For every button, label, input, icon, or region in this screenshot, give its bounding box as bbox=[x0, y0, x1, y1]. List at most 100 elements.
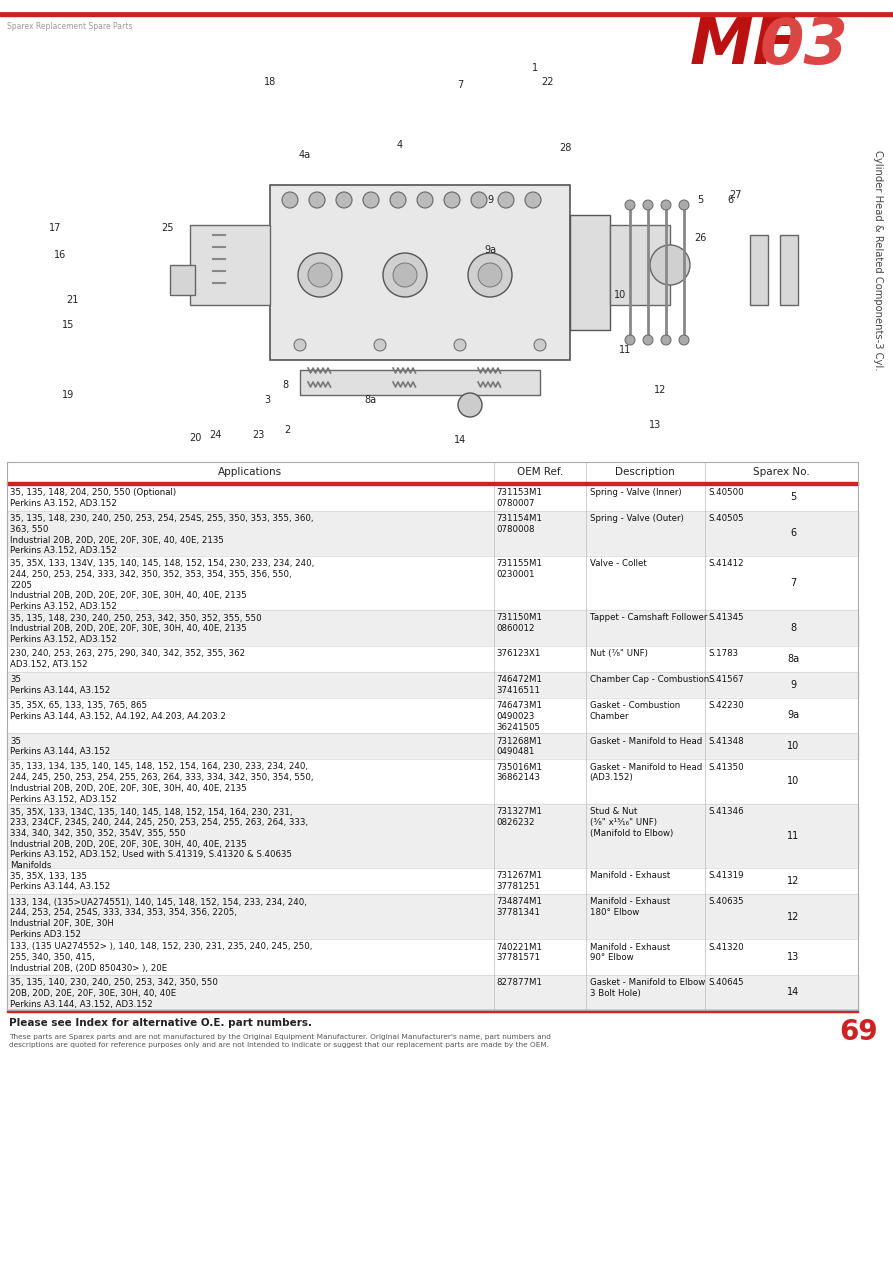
Text: 731150M1
0860012: 731150M1 0860012 bbox=[497, 614, 543, 633]
Text: 8a: 8a bbox=[788, 653, 799, 663]
Text: S.41345: S.41345 bbox=[709, 614, 745, 623]
Bar bbox=[0, 13, 893, 15]
Text: 731267M1
37781251: 731267M1 37781251 bbox=[497, 871, 543, 892]
Text: Manifold - Exhaust
180° Elbow: Manifold - Exhaust 180° Elbow bbox=[589, 898, 670, 917]
Text: 376123X1: 376123X1 bbox=[497, 649, 541, 658]
Text: S.41348: S.41348 bbox=[709, 736, 745, 745]
Text: 746473M1
0490023
36241505: 746473M1 0490023 36241505 bbox=[497, 701, 543, 731]
Text: 25: 25 bbox=[162, 224, 174, 232]
Circle shape bbox=[471, 192, 487, 208]
Text: 827877M1: 827877M1 bbox=[497, 978, 543, 986]
Text: S.41346: S.41346 bbox=[709, 807, 745, 816]
Text: S.1783: S.1783 bbox=[709, 649, 739, 658]
Text: 35
Perkins A3.144, A3.152: 35 Perkins A3.144, A3.152 bbox=[10, 736, 110, 757]
Circle shape bbox=[454, 338, 466, 351]
Bar bbox=[780, 235, 798, 304]
Bar bbox=[7, 610, 858, 645]
Text: Gasket - Manifold to Head: Gasket - Manifold to Head bbox=[589, 736, 702, 745]
Text: Spring - Valve (Outer): Spring - Valve (Outer) bbox=[589, 514, 683, 523]
Text: Manifold - Exhaust
90° Elbow: Manifold - Exhaust 90° Elbow bbox=[589, 942, 670, 962]
Bar bbox=[7, 733, 858, 759]
Text: Sparex Replacement Spare Parts: Sparex Replacement Spare Parts bbox=[7, 21, 132, 32]
Circle shape bbox=[444, 192, 460, 208]
Text: 9: 9 bbox=[790, 679, 797, 690]
Bar bbox=[7, 894, 858, 938]
Bar bbox=[7, 645, 858, 672]
Bar bbox=[190, 225, 270, 304]
Text: Gasket - Combustion
Chamber: Gasket - Combustion Chamber bbox=[589, 701, 680, 721]
Text: S.41567: S.41567 bbox=[709, 674, 745, 685]
Text: 14: 14 bbox=[788, 988, 799, 998]
Text: 10: 10 bbox=[613, 290, 626, 301]
Circle shape bbox=[650, 245, 690, 285]
Text: 20: 20 bbox=[188, 433, 201, 443]
Circle shape bbox=[661, 200, 671, 210]
Text: 7: 7 bbox=[457, 80, 463, 90]
Text: S.41320: S.41320 bbox=[709, 942, 745, 951]
Text: 35, 135, 148, 230, 240, 250, 253, 254, 254S, 255, 350, 353, 355, 360,
363, 550
I: 35, 135, 148, 230, 240, 250, 253, 254, 2… bbox=[10, 514, 313, 556]
Circle shape bbox=[625, 335, 635, 345]
Circle shape bbox=[679, 200, 689, 210]
Circle shape bbox=[282, 192, 298, 208]
Text: 17: 17 bbox=[49, 224, 62, 232]
Text: 8: 8 bbox=[790, 623, 797, 633]
Text: 735016M1
36862143: 735016M1 36862143 bbox=[497, 763, 543, 782]
Text: 24: 24 bbox=[209, 429, 221, 440]
Text: 8: 8 bbox=[282, 380, 288, 390]
Text: 133, 134, (135>UA274551), 140, 145, 148, 152, 154, 233, 234, 240,
244, 253, 254,: 133, 134, (135>UA274551), 140, 145, 148,… bbox=[10, 898, 307, 938]
Circle shape bbox=[525, 192, 541, 208]
Text: 740221M1
37781571: 740221M1 37781571 bbox=[497, 942, 543, 962]
Text: 11: 11 bbox=[619, 345, 631, 355]
Bar bbox=[7, 868, 858, 894]
Text: Cylinder Head & Related Components-3 Cyl.: Cylinder Head & Related Components-3 Cyl… bbox=[873, 150, 883, 370]
Text: Chamber Cap - Combustion: Chamber Cap - Combustion bbox=[589, 674, 709, 685]
Text: MF: MF bbox=[690, 15, 797, 77]
Text: 731268M1
0490481: 731268M1 0490481 bbox=[497, 736, 543, 757]
Text: 12: 12 bbox=[654, 385, 666, 395]
Text: Stud & Nut
(³⁄₈" x¹⁵⁄₁₆" UNF)
(Manifold to Elbow): Stud & Nut (³⁄₈" x¹⁵⁄₁₆" UNF) (Manifold … bbox=[589, 807, 673, 837]
Bar bbox=[0, 28, 840, 450]
Text: S.41319: S.41319 bbox=[709, 871, 745, 880]
Text: 35, 135, 148, 230, 240, 250, 253, 342, 350, 352, 355, 550
Industrial 20B, 20D, 2: 35, 135, 148, 230, 240, 250, 253, 342, 3… bbox=[10, 614, 262, 644]
Text: 734874M1
37781341: 734874M1 37781341 bbox=[497, 898, 543, 917]
Text: 15: 15 bbox=[62, 320, 74, 330]
Text: 13: 13 bbox=[788, 952, 799, 961]
Text: S.42230: S.42230 bbox=[709, 701, 745, 710]
Text: Sparex No.: Sparex No. bbox=[753, 467, 810, 477]
Circle shape bbox=[336, 192, 352, 208]
Text: 35
Perkins A3.144, A3.152: 35 Perkins A3.144, A3.152 bbox=[10, 674, 110, 695]
Bar bbox=[7, 672, 858, 697]
Text: 26: 26 bbox=[694, 232, 706, 242]
Circle shape bbox=[393, 263, 417, 287]
Circle shape bbox=[390, 192, 406, 208]
Text: S.40500: S.40500 bbox=[709, 488, 745, 498]
Text: 12: 12 bbox=[788, 912, 799, 922]
Text: S.41412: S.41412 bbox=[709, 560, 745, 568]
Text: 18: 18 bbox=[263, 77, 276, 87]
Circle shape bbox=[417, 192, 433, 208]
Text: 21: 21 bbox=[66, 296, 79, 304]
Bar bbox=[7, 759, 858, 805]
Text: Gasket - Manifold to Elbow
3 Bolt Hole): Gasket - Manifold to Elbow 3 Bolt Hole) bbox=[589, 978, 705, 998]
Text: 14: 14 bbox=[454, 434, 466, 445]
Circle shape bbox=[298, 253, 342, 297]
Text: 9: 9 bbox=[487, 195, 493, 205]
Bar bbox=[570, 215, 610, 330]
Text: S.41350: S.41350 bbox=[709, 763, 745, 772]
Circle shape bbox=[383, 253, 427, 297]
Bar bbox=[7, 462, 858, 1010]
Text: These parts are Sparex parts and are not manufactured by the Original Equipment : These parts are Sparex parts and are not… bbox=[9, 1034, 551, 1048]
Bar bbox=[7, 938, 858, 975]
Text: 28: 28 bbox=[559, 143, 572, 153]
Bar bbox=[7, 805, 858, 868]
Circle shape bbox=[363, 192, 379, 208]
Text: Description: Description bbox=[615, 467, 675, 477]
Circle shape bbox=[643, 200, 653, 210]
Text: Applications: Applications bbox=[218, 467, 282, 477]
Text: Valve - Collet: Valve - Collet bbox=[589, 560, 647, 568]
Bar bbox=[7, 697, 858, 733]
Circle shape bbox=[625, 200, 635, 210]
Text: Spring - Valve (Inner): Spring - Valve (Inner) bbox=[589, 488, 681, 498]
Text: 13: 13 bbox=[649, 421, 661, 429]
Text: 35, 35X, 133, 134V, 135, 140, 145, 148, 152, 154, 230, 233, 234, 240,
244, 250, : 35, 35X, 133, 134V, 135, 140, 145, 148, … bbox=[10, 560, 314, 611]
